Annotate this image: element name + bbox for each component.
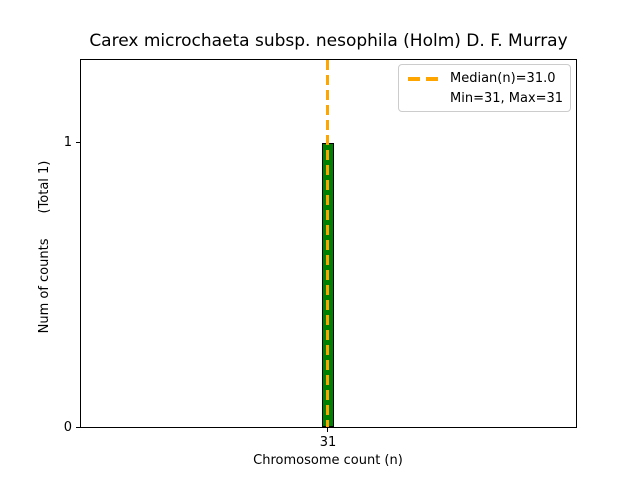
x-tick-label-31: 31 (319, 435, 337, 450)
legend-row-median: Median(n)=31.0 (408, 70, 562, 87)
y-axis-label: Num of counts (Total 1) (37, 161, 53, 334)
x-tick-31-mark (327, 428, 328, 432)
legend-box: Median(n)=31.0 Min=31, Max=31 (398, 64, 571, 112)
plot-area: Median(n)=31.0 Min=31, Max=31 (80, 59, 577, 428)
x-axis-label: Chromosome count (n) (253, 453, 403, 468)
y-axis-label-text: Num of counts (37, 238, 52, 334)
legend-label-median: Median(n)=31.0 (450, 70, 556, 86)
y-tick-label-0: 0 (63, 420, 72, 435)
y-tick-label-1: 1 (63, 135, 72, 150)
median-dashed-line (326, 60, 329, 427)
legend-label-minmax: Min=31, Max=31 (450, 90, 564, 106)
legend-dash-sample-icon (408, 76, 438, 81)
chart-title: Carex microchaeta subsp. nesophila (Holm… (89, 31, 568, 51)
y-tick-0-mark (76, 427, 80, 428)
y-axis-label-total: (Total 1) (37, 160, 52, 214)
legend-row-minmax: Min=31, Max=31 (408, 90, 564, 107)
legend-empty-sample (408, 97, 438, 101)
y-tick-1-mark (76, 142, 80, 143)
